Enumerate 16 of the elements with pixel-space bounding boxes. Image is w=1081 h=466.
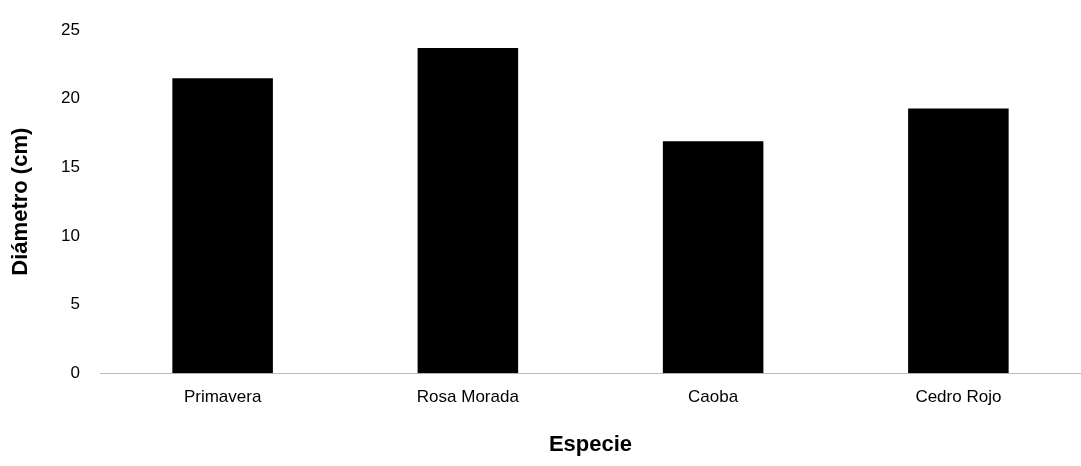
y-axis-title: Diámetro (cm) <box>7 127 33 276</box>
y-tick-label: 15 <box>61 157 80 177</box>
y-tick-label: 20 <box>61 88 80 108</box>
y-tick-label: 10 <box>61 225 80 245</box>
y-tick-label: 25 <box>61 19 80 39</box>
x-tick-label: Rosa Morada <box>416 387 520 407</box>
x-axis-title: Especie <box>548 430 633 456</box>
y-tick-label: 0 <box>70 362 80 382</box>
x-tick-label: Caoba <box>688 387 739 407</box>
bar <box>417 48 519 374</box>
x-tick-label: Cedro Rojo <box>915 387 1002 407</box>
bar <box>662 141 764 374</box>
bar <box>172 78 273 374</box>
bar <box>908 108 1009 374</box>
x-tick-label: Primavera <box>183 387 262 407</box>
y-tick-label: 5 <box>70 294 80 314</box>
